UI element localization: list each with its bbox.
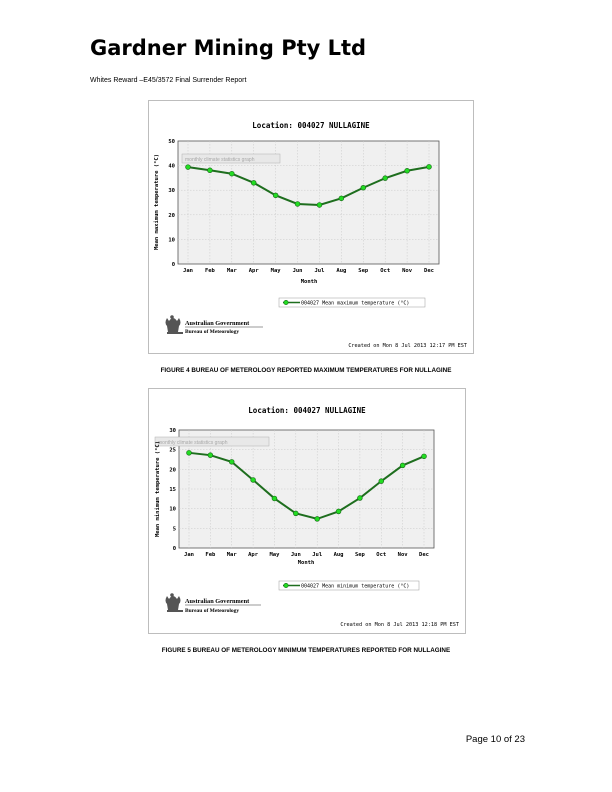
data-point bbox=[185, 164, 191, 170]
x-tick-label: Dec bbox=[424, 268, 434, 274]
y-tick-label: 0 bbox=[172, 262, 175, 268]
data-point bbox=[250, 180, 257, 186]
figure-5-caption: FIGURE 5 BUREAU OF METEROLOGY MINIMUM TE… bbox=[161, 647, 451, 654]
coat-of-arms-icon bbox=[165, 315, 183, 334]
data-point bbox=[271, 495, 278, 502]
data-point bbox=[426, 164, 432, 170]
x-tick-label: Nov bbox=[402, 268, 413, 274]
y-tick-label: 30 bbox=[169, 428, 176, 434]
watermark-text: monthly climate statistics graph bbox=[185, 157, 255, 163]
created-timestamp: Created on Mon 8 Jul 2013 12:18 PM EST bbox=[340, 622, 459, 628]
x-tick-label: Jun bbox=[293, 268, 303, 274]
data-point bbox=[382, 175, 388, 181]
created-timestamp: Created on Mon 8 Jul 2013 12:17 PM EST bbox=[348, 343, 467, 349]
legend: 004027 Mean maximum temperature (°C) bbox=[278, 297, 426, 308]
plot-area: monthly climate statistics graph 0 5 10 15 2… bbox=[154, 428, 435, 558]
series-line bbox=[187, 165, 430, 206]
gov-line-1: Australian Government bbox=[185, 320, 250, 327]
x-tick-label: Mar bbox=[227, 268, 238, 274]
x-tick-label: May bbox=[271, 268, 282, 274]
data-point bbox=[378, 478, 385, 484]
data-point bbox=[207, 167, 213, 174]
y-tick-label: 25 bbox=[169, 448, 176, 454]
x-axis-label: Month bbox=[301, 279, 318, 285]
y-tick-label: 5 bbox=[173, 526, 176, 532]
data-point bbox=[250, 477, 256, 483]
government-logo: Australian Government Bureau of Meteorol… bbox=[165, 593, 261, 614]
data-point bbox=[360, 184, 367, 191]
data-point bbox=[316, 202, 323, 208]
x-tick-label: Apr bbox=[248, 552, 259, 558]
page-number: Page 10 of 23 bbox=[465, 734, 525, 745]
gov-line-2: Bureau of Meteorology bbox=[185, 329, 239, 335]
figure-min-temperature: Location: 004027 NULLAGINE monthly clima… bbox=[148, 388, 466, 634]
series-line bbox=[188, 451, 425, 520]
x-tick-label: Nov bbox=[398, 552, 409, 558]
y-tick-label: 15 bbox=[169, 487, 176, 493]
report-subtitle: Whites Reward –E45/3572 Final Surrender … bbox=[90, 77, 247, 84]
x-tick-label: Apr bbox=[249, 268, 260, 274]
y-tick-label: 10 bbox=[169, 507, 176, 513]
max-temperature-chart: Location: 004027 NULLAGINE monthly clima… bbox=[154, 121, 467, 349]
x-tick-label: Jul bbox=[314, 268, 324, 274]
x-tick-label: May bbox=[269, 552, 280, 558]
data-point bbox=[293, 510, 299, 517]
plot-area: monthly climate statistics graph 0 10 20 30… bbox=[168, 139, 440, 274]
y-axis-label: Mean minimum temperature (°C) bbox=[155, 441, 161, 537]
figure-max-temperature: Location: 004027 NULLAGINE monthly clima… bbox=[148, 100, 474, 354]
x-tick-label: Feb bbox=[205, 268, 216, 274]
y-tick-label: 0 bbox=[173, 546, 176, 552]
gov-line-1: Australian Government bbox=[185, 598, 250, 605]
x-axis-label: Month bbox=[298, 560, 315, 566]
y-tick-label: 20 bbox=[169, 467, 176, 473]
x-tick-label: Oct bbox=[376, 552, 386, 558]
watermark-text: monthly climate statistics graph bbox=[158, 440, 228, 446]
x-tick-label: Jan bbox=[184, 552, 194, 558]
legend-label: 004027 Mean maximum temperature (°C) bbox=[301, 301, 409, 307]
data-point bbox=[338, 195, 345, 202]
data-point bbox=[357, 495, 363, 501]
x-tick-label: Sep bbox=[355, 552, 366, 558]
min-temperature-chart: Location: 004027 NULLAGINE monthly clima… bbox=[154, 406, 459, 628]
data-point bbox=[399, 462, 406, 469]
data-point bbox=[229, 170, 235, 177]
x-tick-label: Jun bbox=[291, 552, 301, 558]
x-tick-label: Aug bbox=[336, 268, 346, 274]
company-name: Gardner Mining Pty Ltd bbox=[90, 36, 367, 60]
y-axis-label: Mean maximum temperature (°C) bbox=[154, 154, 160, 250]
data-point bbox=[207, 452, 214, 458]
y-tick-label: 20 bbox=[168, 213, 175, 219]
x-tick-label: Jan bbox=[183, 268, 193, 274]
legend-label: 004027 Mean minimum temperature (°C) bbox=[301, 584, 409, 590]
y-tick-label: 50 bbox=[168, 139, 175, 145]
data-point bbox=[228, 459, 235, 465]
coat-of-arms-icon bbox=[165, 593, 183, 612]
watermark: monthly climate statistics graph bbox=[181, 153, 281, 164]
y-tick-label: 10 bbox=[168, 237, 175, 243]
data-point bbox=[404, 168, 410, 174]
y-tick-label: 30 bbox=[168, 188, 175, 194]
x-tick-label: Oct bbox=[380, 268, 390, 274]
government-logo: Australian Government Bureau of Meteorol… bbox=[165, 315, 263, 335]
data-point bbox=[272, 192, 279, 199]
x-tick-label: Sep bbox=[358, 268, 369, 274]
data-point bbox=[186, 450, 192, 456]
data-point bbox=[314, 516, 320, 522]
x-tick-label: Aug bbox=[334, 552, 344, 558]
chart-title: Location: 004027 NULLAGINE bbox=[252, 121, 370, 130]
watermark: monthly climate statistics graph bbox=[154, 436, 270, 447]
data-point bbox=[335, 508, 342, 515]
x-tick-label: Feb bbox=[205, 552, 216, 558]
x-tick-label: Jul bbox=[312, 552, 322, 558]
gov-line-2: Bureau of Meteorology bbox=[185, 608, 239, 614]
x-tick-label: Dec bbox=[419, 552, 429, 558]
legend: 004027 Mean minimum temperature (°C) bbox=[278, 580, 420, 591]
data-point bbox=[421, 453, 427, 460]
figure-4-caption: FIGURE 4 BUREAU OF METEROLOGY REPORTED M… bbox=[160, 367, 452, 374]
chart-title: Location: 004027 NULLAGINE bbox=[248, 406, 366, 415]
x-tick-label: Mar bbox=[227, 552, 238, 558]
data-point bbox=[294, 201, 301, 207]
y-tick-label: 40 bbox=[168, 164, 175, 170]
